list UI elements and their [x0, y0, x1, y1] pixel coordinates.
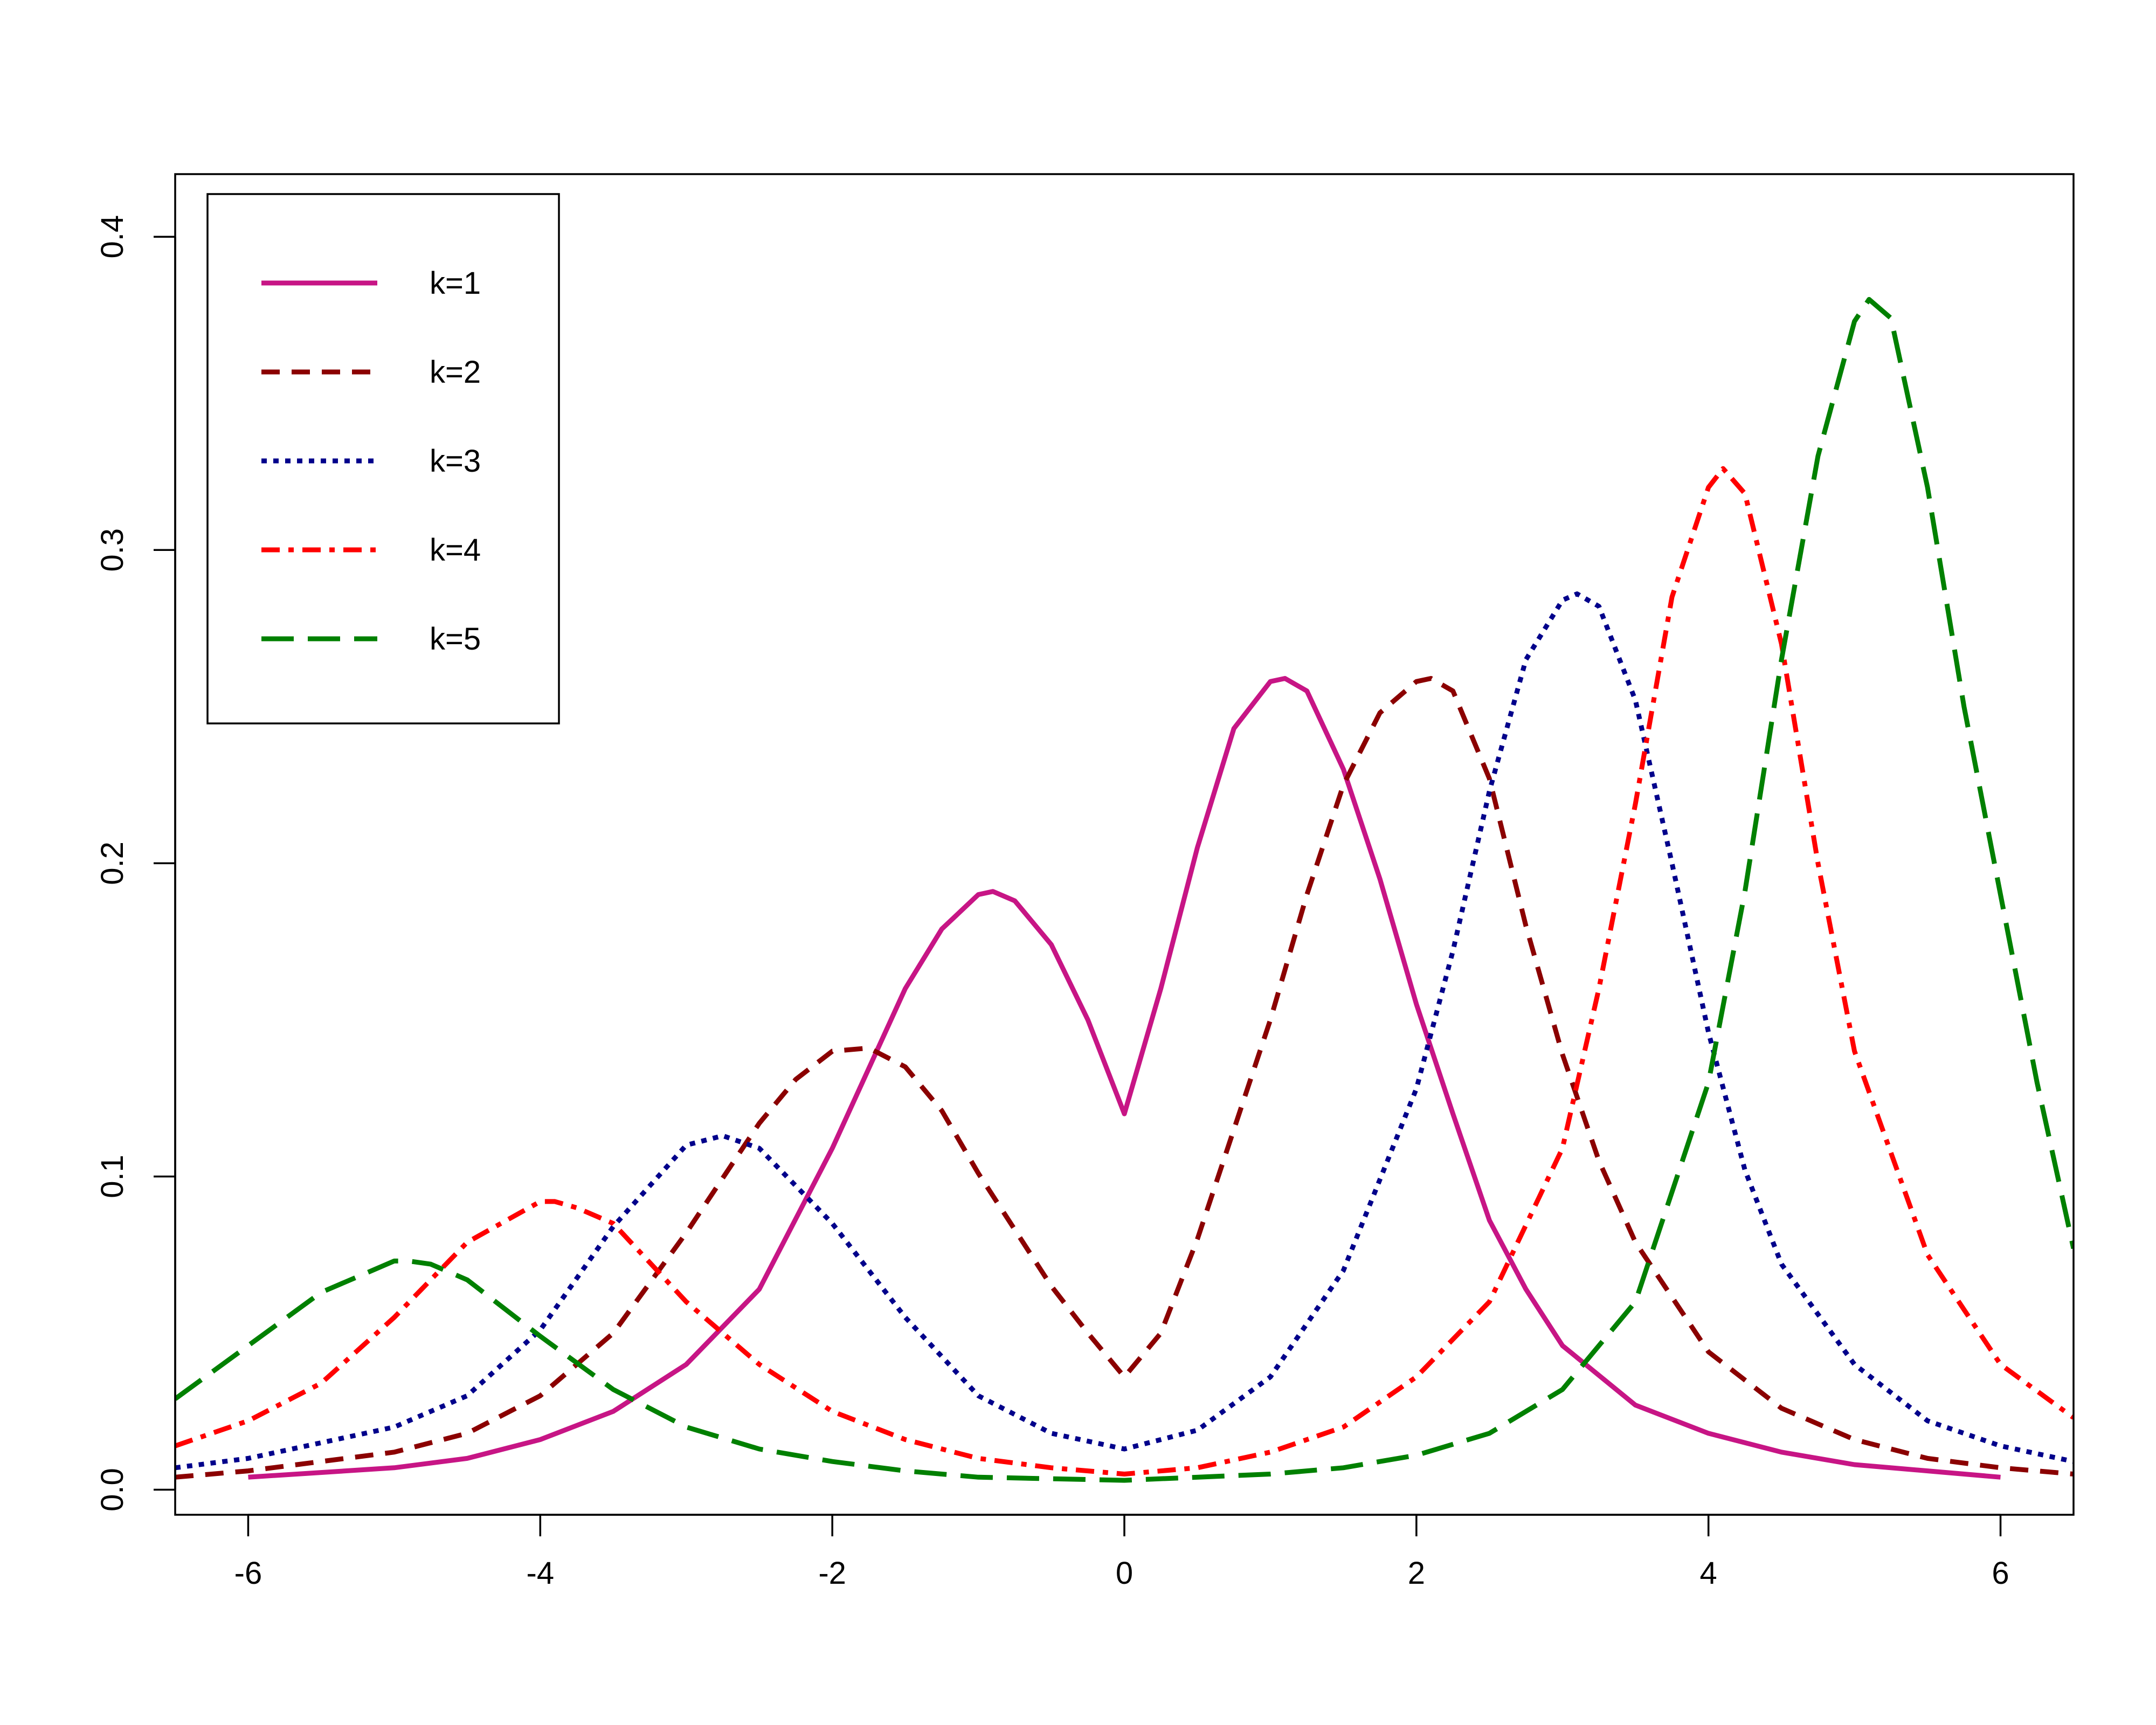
- legend-label-k5: k=5: [430, 622, 481, 657]
- y-tick-label: 0.1: [95, 1155, 130, 1198]
- legend-box: [206, 193, 560, 724]
- x-tick-label: 6: [1992, 1556, 2009, 1591]
- series-line-k3: [175, 591, 2074, 1471]
- series-line-k5: [175, 296, 2074, 1483]
- series-line-k2: [175, 676, 2074, 1480]
- x-tick-label: 2: [1408, 1556, 1425, 1591]
- y-tick-label: 0.0: [95, 1468, 130, 1512]
- x-tick-label: 0: [1116, 1556, 1133, 1591]
- y-tick-label: 0.4: [95, 215, 130, 259]
- series-line-k1: [248, 676, 2001, 1480]
- series-layer: [175, 296, 2074, 1483]
- series-line-k4: [175, 466, 2074, 1476]
- x-axis: -6 -4 -2 0 2 4 6: [234, 1514, 2009, 1591]
- y-tick-label: 0.2: [95, 841, 130, 885]
- x-tick-label: -4: [527, 1556, 555, 1591]
- legend: k=1 k=2 k=3 k=4 k=5: [206, 193, 560, 724]
- y-tick-label: 0.3: [95, 528, 130, 572]
- legend-label-k3: k=3: [430, 444, 481, 479]
- legend-label-k2: k=2: [430, 355, 481, 390]
- legend-label-k1: k=1: [430, 266, 481, 301]
- legend-label-k4: k=4: [430, 533, 481, 568]
- x-tick-label: -2: [818, 1556, 846, 1591]
- x-tick-label: -6: [234, 1556, 262, 1591]
- y-axis: 0.0 0.1 0.2 0.3 0.4: [95, 215, 176, 1512]
- x-tick-label: 4: [1700, 1556, 1717, 1591]
